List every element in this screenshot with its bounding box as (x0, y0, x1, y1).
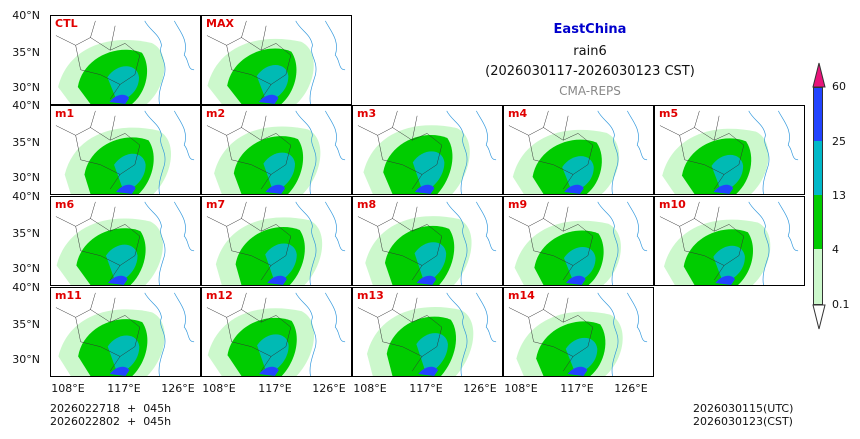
region-title: EastChina (553, 22, 627, 37)
rainfall-map (206, 201, 346, 285)
rainfall-map (659, 110, 799, 194)
rainfall-map (508, 201, 648, 285)
colorbar-label-13: 13 (832, 189, 846, 202)
panel-label: m11 (55, 289, 82, 302)
colorbar-segment-13-25 (813, 141, 823, 195)
lat-tick-label: 30°N (12, 171, 40, 184)
map-panel-m8: m8 (352, 196, 503, 286)
panel-label: m8 (357, 198, 377, 211)
variable-title: rain6 (573, 44, 607, 59)
rainfall-map (508, 292, 648, 376)
lat-tick-label: 35°N (12, 136, 40, 149)
map-panel-m3: m3 (352, 105, 503, 195)
lon-tick-label: 117°E (107, 382, 141, 395)
rainfall-map (357, 201, 497, 285)
colorbar-segment-0.1-4 (813, 249, 823, 305)
rainfall-map (206, 292, 346, 376)
rainfall-map (55, 201, 195, 285)
lat-tick-label: 40°N (12, 190, 40, 203)
panel-label: m14 (508, 289, 535, 302)
map-panel-m10: m10 (654, 196, 805, 286)
map-panel-m12: m12 (201, 287, 352, 377)
period-title: (2026030117-2026030123 CST) (485, 64, 695, 79)
lon-tick-label: 108°E (353, 382, 387, 395)
valid-time-utc: 2026030115(UTC) (693, 402, 794, 415)
lon-tick-label: 126°E (614, 382, 648, 395)
colorbar-label-60: 60 (832, 80, 846, 93)
map-panel-m4: m4 (503, 105, 654, 195)
lat-tick-label: 35°N (12, 227, 40, 240)
map-panel-max: MAX (201, 15, 352, 105)
map-panel-m14: m14 (503, 287, 654, 377)
colorbar-under-arrow (812, 304, 826, 330)
lat-tick-label: 35°N (12, 46, 40, 59)
colorbar-over-arrow (812, 62, 826, 88)
map-panel-m11: m11 (50, 287, 201, 377)
lon-tick-label: 108°E (504, 382, 538, 395)
map-panel-ctl: CTL (50, 15, 201, 105)
lat-tick-label: 40°N (12, 9, 40, 22)
colorbar-segment-4-13 (813, 195, 823, 249)
panel-label: m13 (357, 289, 384, 302)
panel-label: m5 (659, 107, 679, 120)
init-time-line1: 2026022718 + 045h (50, 402, 172, 415)
lon-tick-label: 126°E (312, 382, 346, 395)
map-panel-m6: m6 (50, 196, 201, 286)
lat-tick-label: 40°N (12, 281, 40, 294)
lon-tick-label: 126°E (161, 382, 195, 395)
rainfall-map (357, 110, 497, 194)
panel-label: m7 (206, 198, 226, 211)
rainfall-map (206, 110, 346, 194)
lat-tick-label: 30°N (12, 353, 40, 366)
rainfall-map (508, 110, 648, 194)
map-panel-m1: m1 (50, 105, 201, 195)
panel-label: CTL (55, 17, 78, 30)
panel-label: m1 (55, 107, 75, 120)
model-title: CMA-REPS (559, 84, 621, 98)
rainfall-map (357, 292, 497, 376)
colorbar-label-0.1: 0.1 (832, 298, 850, 311)
lon-tick-label: 126°E (463, 382, 497, 395)
rainfall-map (659, 201, 799, 285)
map-panel-m2: m2 (201, 105, 352, 195)
rainfall-map (55, 292, 195, 376)
colorbar-label-4: 4 (832, 243, 839, 256)
panel-label: m9 (508, 198, 528, 211)
panel-label: m12 (206, 289, 233, 302)
valid-time-cst: 2026030123(CST) (693, 415, 793, 428)
lon-tick-label: 117°E (409, 382, 443, 395)
lat-tick-label: 35°N (12, 318, 40, 331)
panel-label: m2 (206, 107, 226, 120)
panel-label: m3 (357, 107, 377, 120)
map-panel-m5: m5 (654, 105, 805, 195)
lon-tick-label: 117°E (560, 382, 594, 395)
lat-tick-label: 40°N (12, 99, 40, 112)
panel-label: MAX (206, 17, 234, 30)
colorbar-label-25: 25 (832, 135, 846, 148)
lat-tick-label: 30°N (12, 81, 40, 94)
lat-tick-label: 30°N (12, 262, 40, 275)
init-time-line2: 2026022802 + 045h (50, 415, 172, 428)
lon-tick-label: 117°E (258, 382, 292, 395)
panel-label: m4 (508, 107, 528, 120)
panel-label: m6 (55, 198, 75, 211)
lon-tick-label: 108°E (51, 382, 85, 395)
panel-label: m10 (659, 198, 686, 211)
rainfall-map (55, 110, 195, 194)
lon-tick-label: 108°E (202, 382, 236, 395)
map-panel-m9: m9 (503, 196, 654, 286)
map-panel-m13: m13 (352, 287, 503, 377)
rainfall-map (55, 20, 195, 104)
rainfall-map (206, 20, 346, 104)
map-panel-m7: m7 (201, 196, 352, 286)
colorbar-segment-25-60 (813, 87, 823, 141)
